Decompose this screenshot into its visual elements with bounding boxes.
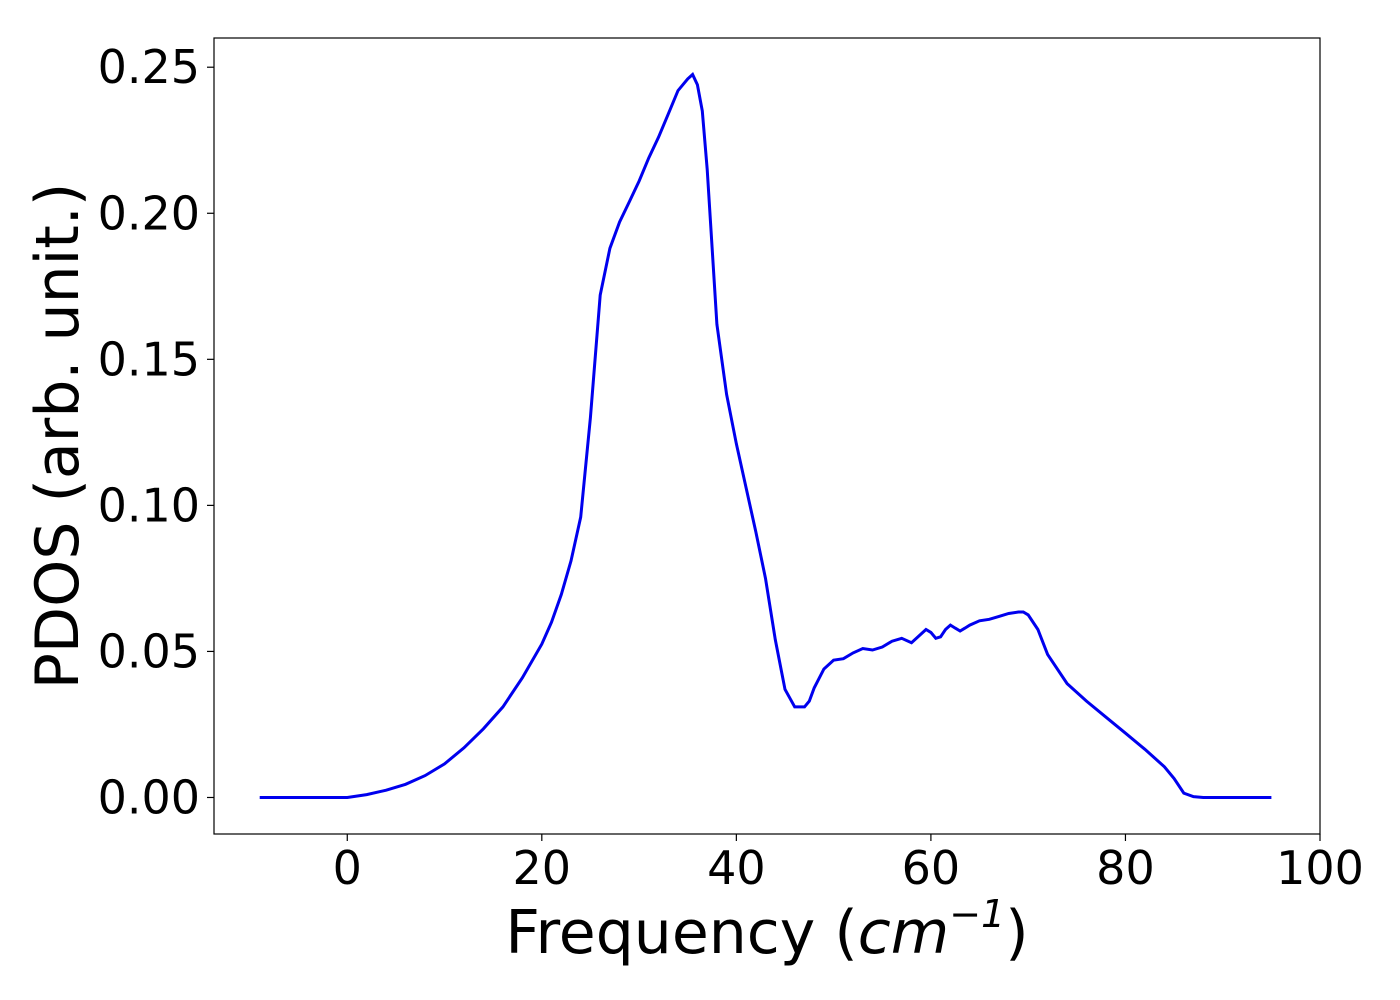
y-tick-label: 0.10 bbox=[98, 478, 200, 532]
x-tick-label: 40 bbox=[707, 841, 766, 895]
y-tick-label: 0.20 bbox=[98, 186, 200, 240]
x-axis-title-open-paren: ( bbox=[834, 898, 857, 968]
y-tick-label: 0.25 bbox=[98, 40, 200, 94]
x-axis-title-text: Frequency bbox=[505, 898, 815, 968]
x-tick-label: 0 bbox=[333, 841, 362, 895]
y-axis-title: PDOS (arb. unit.) bbox=[23, 183, 93, 690]
x-axis-title-unit: cm bbox=[858, 898, 949, 968]
x-tick-label: 80 bbox=[1096, 841, 1155, 895]
x-tick-label: 100 bbox=[1276, 841, 1364, 895]
axes-frame bbox=[213, 37, 1321, 835]
plot-area bbox=[213, 37, 1321, 835]
x-axis-title-unit-exponent: −1 bbox=[949, 892, 1005, 936]
x-axis-title: Frequency (cm−1) bbox=[505, 892, 1028, 968]
y-tick-label: 0.00 bbox=[98, 770, 200, 824]
y-tick-label: 0.05 bbox=[98, 624, 200, 678]
x-tick-label: 20 bbox=[513, 841, 572, 895]
x-axis-ticks: 0 20 40 60 80 100 bbox=[333, 834, 1364, 895]
pdos-series-line bbox=[259, 72, 1272, 799]
y-axis-ticks: 0.00 0.05 0.10 0.15 0.20 0.25 bbox=[98, 40, 214, 824]
x-axis-title-close-paren: ) bbox=[1005, 898, 1028, 968]
y-tick-label: 0.15 bbox=[98, 332, 200, 386]
x-tick-label: 60 bbox=[902, 841, 961, 895]
